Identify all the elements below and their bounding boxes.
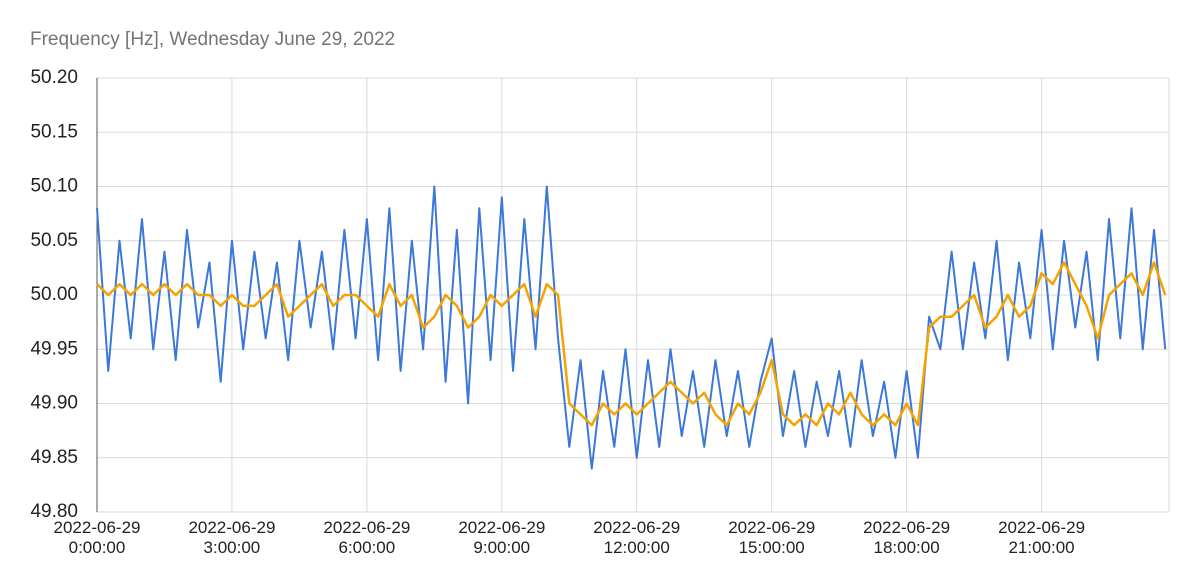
y-tick-label: 50.15: [30, 121, 78, 142]
x-tick-label: 2022-06-29 0:00:00: [53, 518, 141, 557]
x-tick-label: 2022-06-29 18:00:00: [863, 518, 951, 557]
x-tick-label: 2022-06-29 21:00:00: [998, 518, 1086, 557]
y-tick-label: 49.90: [30, 393, 78, 414]
x-tick-label: 2022-06-29 9:00:00: [458, 518, 546, 557]
series-line: [96, 261, 1167, 427]
y-tick-label: 50.00: [30, 284, 78, 305]
series-line: [96, 185, 1167, 470]
y-tick-label: 49.95: [30, 338, 78, 359]
x-tick-label: 2022-06-29 12:00:00: [593, 518, 681, 557]
y-tick-label: 50.05: [30, 230, 78, 251]
y-tick-label: 49.80: [30, 501, 78, 522]
chart-title: Frequency [Hz], Wednesday June 29, 2022: [30, 29, 395, 50]
x-tick-label: 2022-06-29 15:00:00: [728, 518, 816, 557]
y-tick-label: 50.20: [30, 67, 78, 88]
x-tick-label: 2022-06-29 3:00:00: [188, 518, 276, 557]
y-tick-label: 49.85: [30, 447, 78, 468]
x-tick-label: 2022-06-29 6:00:00: [323, 518, 411, 557]
y-tick-label: 50.10: [30, 176, 78, 197]
